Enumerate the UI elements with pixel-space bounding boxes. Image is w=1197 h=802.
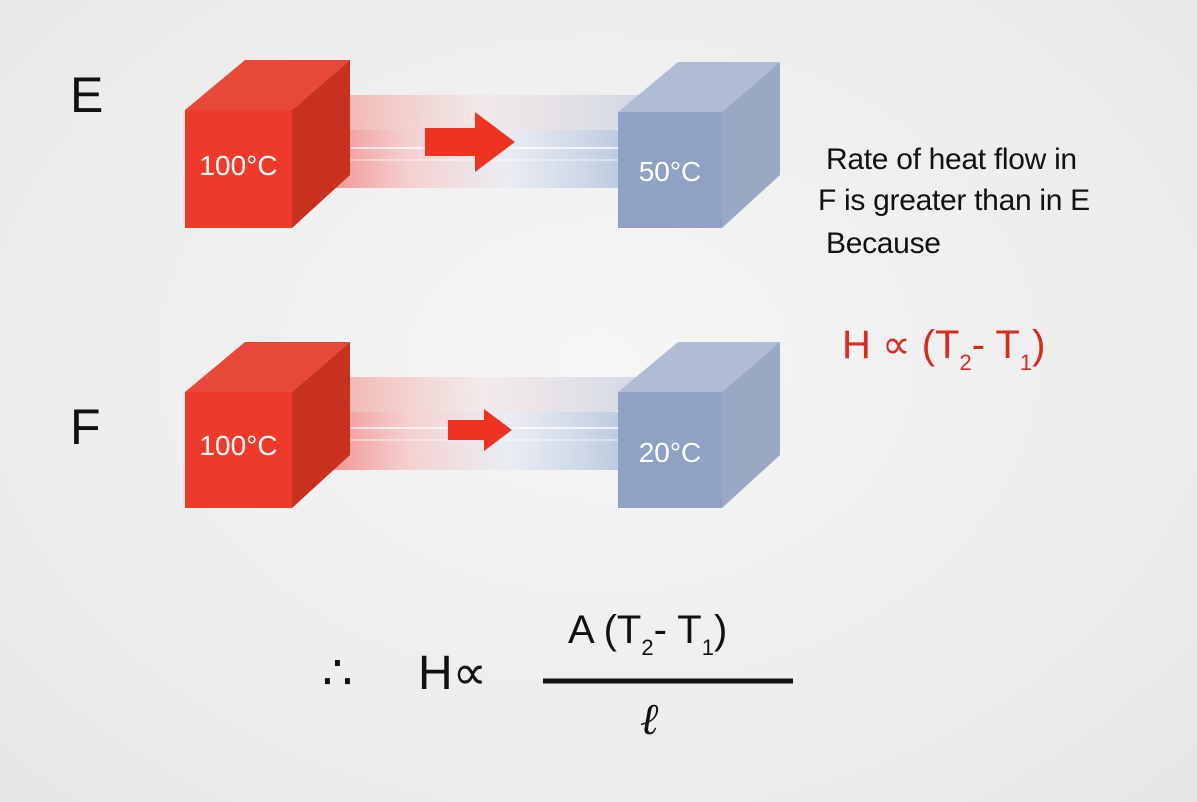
explanation-line-3: Because [826,227,941,260]
hot-block-f-top [185,342,350,392]
hot-block-e-top [185,60,350,110]
row-e-assembly [185,60,780,228]
row-f-assembly [185,342,780,508]
hot-block-e [185,110,292,228]
rod-f-top [300,377,665,412]
hot-block-f [185,392,292,508]
cold-temp-f: 20°C [638,437,702,468]
num-sub-1: 1 [701,635,714,660]
conclusion-lhs: H∝ [418,647,487,700]
prop-mid: - T [971,323,1020,367]
num-mid: - T [653,608,702,652]
hot-temp-f: 100°C [199,430,278,461]
cold-block-f-top [618,342,780,392]
explanation-line-1: Rate of heat flow in [826,143,1077,176]
cold-block-e [618,112,722,228]
row-label-f: F [70,399,101,455]
cold-block-f-side [722,342,780,508]
heat-arrow-e [425,112,515,172]
prop-sub-2: 2 [959,350,972,375]
therefore-symbol: ∴ [322,647,353,700]
explanation-line-2: F is greater than in E [818,184,1090,217]
num-close: ) [714,608,728,652]
cold-temp-e: 50°C [638,156,702,187]
num-a: A (T [568,608,642,652]
fraction-denominator: ℓ [640,694,659,745]
prop-lhs: H ∝ (T [842,323,960,367]
hot-block-f-side [292,342,350,508]
cold-block-f [618,392,722,508]
prop-sub-1: 1 [1019,350,1033,375]
cold-block-e-top [618,62,780,112]
rod-e-top [300,95,665,130]
fraction-numerator: A (T2- T1) [568,608,728,660]
prop-rhs: ) [1032,323,1046,367]
hot-block-e-side [292,60,350,228]
row-label-e: E [70,67,104,123]
num-sub-2: 2 [641,635,654,660]
cold-block-e-side [722,62,780,228]
heat-arrow-f [448,409,512,451]
proportionality-expression: H ∝ (T2- T1) [842,323,1046,374]
hot-temp-e: 100°C [199,150,278,181]
